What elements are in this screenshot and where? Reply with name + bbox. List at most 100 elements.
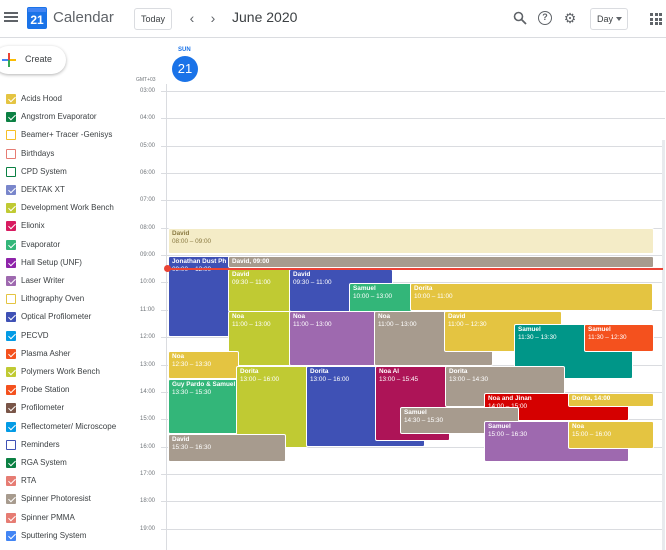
day-grid[interactable] (166, 84, 664, 550)
day-of-week: SUN (178, 47, 191, 53)
event-block[interactable]: Samuel 14:30 – 15:30 (400, 407, 519, 434)
event-block[interactable]: Noa 12:30 – 13:30 (168, 351, 239, 379)
calendar-checkbox[interactable] (6, 367, 16, 377)
hour-label: 18:00 (140, 498, 156, 505)
calendar-checkbox[interactable] (6, 130, 16, 141)
event-block[interactable]: Samuel 11:30 – 12:30 (584, 324, 654, 352)
apps-grid-icon[interactable] (650, 13, 662, 25)
event-block[interactable]: David, 09:00 (228, 256, 654, 268)
event-block[interactable]: Noa 11:00 – 13:00 (289, 311, 377, 366)
create-button[interactable]: Create (0, 46, 66, 74)
calendar-item[interactable]: Probe Station (5, 382, 155, 400)
calendar-checkbox[interactable] (6, 403, 16, 414)
calendar-item[interactable]: Optical Profilometer (5, 309, 155, 327)
calendar-item[interactable]: Birthdays (5, 146, 155, 164)
calendar-item[interactable]: Reminders (5, 437, 155, 455)
calendar-list: Acids Hood Angstrom Evaporator Beamer+ Tra… (0, 82, 160, 550)
calendar-item[interactable]: Laser Writer (5, 273, 155, 291)
search-icon[interactable] (513, 11, 527, 25)
event-title: David (172, 230, 190, 237)
calendar-item-label: Acids Hood (21, 94, 62, 103)
calendar-checkbox[interactable] (6, 276, 16, 286)
event-title: Noa (293, 313, 306, 320)
calendar-checkbox[interactable] (6, 312, 16, 323)
event-block[interactable]: David 08:00 – 09:00 (168, 228, 654, 254)
hour-label: 19:00 (140, 525, 156, 532)
calendar-checkbox[interactable] (6, 166, 16, 177)
calendar-checkbox[interactable] (6, 494, 16, 505)
calendar-item[interactable]: CPD System (5, 164, 155, 182)
calendar-item[interactable]: Hall Setup (UNF) (5, 255, 155, 273)
event-block[interactable]: David 09:30 – 11:00 (228, 269, 291, 312)
calendar-item[interactable]: Profilometer (5, 400, 155, 418)
gear-icon[interactable]: ⚙ (563, 10, 577, 26)
today-button[interactable]: Today (134, 8, 172, 30)
calendar-item[interactable]: Angstrom Evaporator (5, 109, 155, 127)
event-time: 11:00 – 13:00 (232, 321, 271, 328)
calendar-item[interactable]: DEKTAK XT (5, 182, 155, 200)
event-title: Samuel (588, 326, 611, 333)
event-block[interactable]: Dorita 10:00 – 11:00 (410, 283, 653, 311)
calendar-item[interactable]: RGA System (5, 455, 155, 473)
calendar-item-label: Spinner PMMA (21, 512, 75, 522)
view-selector-label: Day (597, 14, 614, 24)
calendar-item-label: Sputtering System (21, 530, 87, 540)
calendar-checkbox[interactable] (6, 476, 16, 487)
event-block[interactable]: Dorita, 14:00 (568, 393, 654, 407)
calendar-item[interactable]: Acids Hood (5, 91, 155, 109)
view-selector-dropdown[interactable]: Day (590, 8, 628, 30)
calendar-item[interactable]: Evaporator (5, 237, 155, 255)
main-menu-icon[interactable] (4, 10, 18, 24)
calendar-item[interactable]: Sputtering System (5, 528, 155, 546)
calendar-item[interactable]: Elionix (5, 218, 155, 236)
app-header: 21 Calendar Today ‹ › June 2020 ? ⚙ Day (0, 0, 666, 38)
event-block[interactable]: Guy Pardo & Samuel 13:30 – 15:30 (168, 379, 241, 434)
calendar-checkbox[interactable] (6, 294, 16, 305)
event-title: Jonathan Dust Ph (172, 258, 227, 265)
calendar-checkbox[interactable] (6, 512, 16, 523)
calendar-checkbox[interactable] (6, 421, 16, 432)
calendar-item[interactable]: Polymers Work Bench (5, 364, 155, 382)
event-title: Dorita (449, 368, 468, 375)
calendar-checkbox[interactable] (6, 439, 16, 450)
hour-label: 13:00 (140, 361, 156, 368)
calendar-checkbox[interactable] (6, 203, 16, 214)
event-block[interactable]: David 15:30 – 16:30 (168, 434, 286, 462)
day-number[interactable]: 21 (172, 56, 198, 82)
calendar-item[interactable]: Lithography Oven (5, 291, 155, 309)
calendar-item[interactable]: PECVD (5, 328, 155, 346)
calendar-checkbox[interactable] (6, 112, 16, 123)
hour-gridline (161, 145, 665, 147)
event-block[interactable]: Jonathan Dust Ph 09:00 – 12:00 (168, 256, 231, 337)
calendar-item[interactable]: Beamer+ Tracer -Genisys (5, 127, 155, 145)
calendar-item[interactable]: Spinner PMMA (5, 510, 155, 528)
calendar-checkbox[interactable] (6, 348, 16, 359)
calendar-item[interactable]: Reflectometer/ Microscope (5, 419, 155, 437)
calendar-checkbox[interactable] (6, 530, 16, 541)
calendar-checkbox[interactable] (6, 257, 16, 268)
event-block[interactable]: Noa 15:00 – 16:00 (568, 421, 654, 449)
scrollbar[interactable] (662, 140, 665, 550)
calendar-checkbox[interactable] (6, 185, 16, 195)
help-icon[interactable]: ? (538, 11, 552, 25)
calendar-checkbox[interactable] (6, 239, 16, 250)
calendar-checkbox[interactable] (6, 385, 16, 396)
event-time: 08:00 – 09:00 (172, 238, 212, 245)
hour-gridline (161, 528, 665, 530)
calendar-item-label: RGA System (21, 458, 67, 467)
calendar-checkbox[interactable] (6, 221, 16, 232)
chevron-left-icon[interactable]: ‹ (189, 10, 195, 26)
calendar-item[interactable]: Development Work Bench (5, 200, 155, 218)
chevron-right-icon[interactable]: › (210, 10, 216, 26)
calendar-item-label: RTA (21, 476, 37, 486)
calendar-checkbox[interactable] (6, 330, 16, 341)
event-title: Noa (172, 353, 185, 360)
calendar-checkbox[interactable] (6, 94, 16, 104)
event-time: 13:00 – 16:00 (310, 376, 350, 383)
calendar-checkbox[interactable] (6, 148, 16, 159)
calendar-checkbox[interactable] (6, 458, 16, 468)
event-time: 09:00 – 12:00 (172, 266, 212, 273)
calendar-item[interactable]: Plasma Asher (5, 346, 155, 364)
calendar-item[interactable]: Spinner Photoresist (5, 491, 155, 509)
calendar-item[interactable]: RTA (5, 473, 155, 491)
